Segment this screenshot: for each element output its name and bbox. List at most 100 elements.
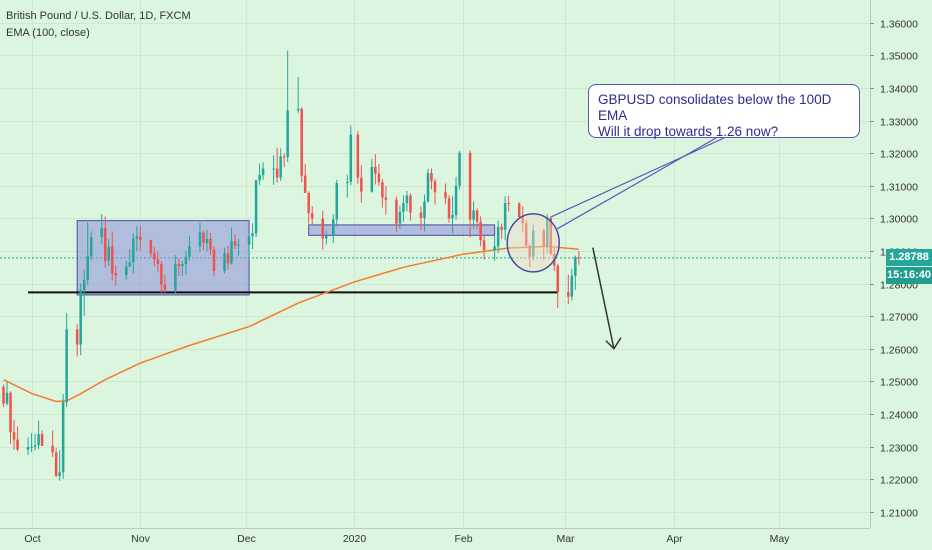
candle-body: [5, 392, 9, 404]
candle: [300, 107, 303, 183]
candle-body: [188, 246, 191, 257]
candle: [570, 268, 574, 301]
candle-body: [493, 246, 496, 250]
candle: [349, 125, 353, 186]
candle: [212, 246, 216, 277]
candle: [574, 255, 577, 290]
chart-legend: British Pound / U.S. Dollar, 1D, FXCM EM…: [6, 8, 191, 42]
callout-pointer: [556, 137, 717, 230]
callout-line-1: GBPUSD consolidates below the 100D EMA: [598, 92, 832, 123]
candle-body: [570, 275, 574, 297]
candle-body: [177, 264, 181, 267]
candle: [86, 222, 89, 286]
candle: [184, 251, 188, 275]
candle-body: [30, 446, 33, 448]
annotation-callout[interactable]: GBPUSD consolidates below the 100D EMA W…: [588, 84, 860, 139]
candle-body: [433, 181, 437, 193]
candle: [26, 437, 30, 455]
time-tick-label: Dec: [237, 533, 256, 545]
time-axis[interactable]: Oct Nov Dec 2020 Feb Mar Apr May: [24, 533, 790, 545]
candle-body: [426, 173, 430, 202]
candle: [458, 150, 461, 190]
candle: [125, 260, 128, 280]
candle-body: [496, 226, 500, 247]
candle: [528, 243, 531, 267]
candle: [174, 255, 177, 294]
candle-body: [479, 221, 482, 241]
candle: [468, 150, 472, 238]
candle: [61, 394, 65, 479]
candle: [447, 194, 451, 223]
candle: [430, 168, 433, 190]
candle: [384, 185, 388, 215]
candle: [324, 230, 328, 245]
candle: [65, 313, 68, 408]
candle: [54, 448, 58, 478]
candle: [479, 216, 482, 247]
time-tick-label: Feb: [454, 533, 472, 545]
candle: [346, 175, 349, 198]
candle-body: [40, 434, 44, 446]
candle-body: [12, 432, 16, 440]
price-tick-label: 1.33000: [880, 117, 918, 129]
candle-body: [500, 226, 503, 230]
candle-body: [226, 253, 230, 264]
candle: [472, 201, 475, 229]
callout-pointer: [550, 137, 725, 218]
candle-body: [346, 181, 349, 184]
candle-body: [468, 152, 472, 220]
candle-body: [258, 175, 261, 181]
candle: [521, 206, 524, 233]
candle: [261, 162, 265, 180]
candle-body: [349, 134, 353, 182]
candle: [500, 223, 503, 239]
candle: [33, 433, 37, 451]
candle-body: [545, 217, 549, 246]
candle-body: [160, 264, 163, 285]
candle: [409, 193, 412, 221]
candle: [30, 433, 33, 453]
candle: [542, 228, 546, 260]
candle-body: [163, 284, 167, 291]
candle-body: [26, 447, 30, 450]
last-price-tag: 1.28788: [886, 249, 932, 267]
time-tick-label: May: [770, 533, 791, 545]
candle: [423, 194, 426, 232]
price-tick-label: 1.24000: [880, 410, 918, 422]
candle: [279, 148, 282, 181]
candle-body: [405, 195, 409, 204]
price-tick-label: 1.27000: [880, 312, 918, 324]
candle-body: [37, 434, 40, 446]
price-tick-label: 1.32000: [880, 149, 918, 161]
candle-body: [254, 180, 258, 234]
candle-body: [447, 198, 451, 219]
candle-body: [556, 265, 560, 293]
candle: [223, 247, 226, 274]
candle-body: [335, 183, 339, 220]
countdown-tag: 15:16:40: [886, 266, 932, 284]
candle: [254, 180, 258, 237]
candle: [251, 223, 254, 250]
candle: [433, 178, 437, 205]
candle: [356, 131, 360, 184]
candle-body: [149, 239, 153, 254]
time-tick-label: Apr: [666, 533, 683, 545]
candle-body: [409, 195, 412, 213]
candle-body: [542, 230, 546, 246]
candle: [128, 249, 132, 267]
candle: [503, 196, 507, 241]
chart-annotations: [506, 137, 725, 350]
ema-100-line: [3, 245, 579, 403]
candle: [51, 430, 54, 457]
candle: [402, 195, 405, 222]
candle-body: [156, 259, 160, 264]
candle: [303, 164, 307, 193]
candle: [16, 426, 19, 452]
candle-body: [444, 192, 447, 199]
candle-body: [247, 236, 251, 245]
candle: [114, 265, 118, 286]
projection-arrow-head: [605, 337, 622, 350]
price-tick-label: 1.30000: [880, 214, 918, 226]
candle-body: [181, 264, 184, 267]
